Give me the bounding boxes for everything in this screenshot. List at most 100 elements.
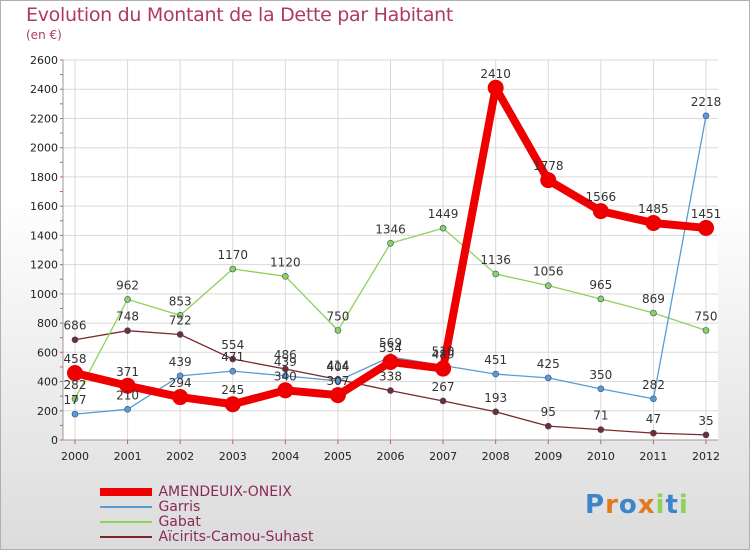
- data-point-gabat: [492, 270, 499, 278]
- data-label-gabat: 965: [589, 278, 612, 292]
- data-label-amendeuix: 1778: [533, 159, 564, 173]
- data-point-amendeuix: [329, 387, 346, 404]
- data-label-garris: 404: [326, 360, 349, 374]
- data-label-amendeuix: 458: [64, 352, 87, 366]
- x-tick-label: 2011: [639, 450, 667, 463]
- chart-title: Evolution du Montant de la Dette par Hab…: [26, 4, 454, 26]
- data-point-gabat: [439, 224, 447, 232]
- x-tick-label: 2008: [482, 450, 510, 463]
- data-label-garris: 439: [274, 355, 297, 369]
- data-point-aicirits: [597, 426, 605, 433]
- data-point-aicirits: [71, 336, 79, 344]
- chart-subtitle: (en €): [26, 28, 62, 42]
- data-label-aicirits: 686: [64, 319, 87, 333]
- x-tick-label: 2005: [324, 450, 352, 463]
- data-point-amendeuix: [382, 353, 399, 370]
- data-point-garris: [282, 372, 289, 380]
- proxiti-logo: Proxiti: [585, 490, 689, 520]
- data-point-garris: [124, 406, 131, 413]
- y-tick-label: 600: [37, 346, 58, 359]
- data-point-amendeuix: [698, 219, 714, 236]
- data-point-amendeuix: [645, 214, 662, 231]
- data-label-garris: 425: [537, 357, 560, 371]
- data-label-garris: 177: [64, 393, 87, 407]
- data-label-amendeuix: 245: [221, 383, 244, 397]
- data-label-aicirits: 554: [221, 338, 244, 352]
- y-tick-label: 2000: [30, 142, 58, 155]
- data-point-garris: [702, 112, 710, 120]
- data-point-amendeuix: [435, 360, 452, 377]
- y-tick-label: 2600: [30, 54, 58, 67]
- data-label-gabat: 1120: [270, 255, 301, 269]
- y-tick-label: 200: [37, 405, 58, 418]
- x-tick-label: 2004: [271, 450, 299, 463]
- data-point-amendeuix: [592, 203, 609, 220]
- data-point-gabat: [229, 265, 237, 273]
- legend-label-garris: Garris: [158, 499, 201, 515]
- data-label-aicirits: 47: [646, 412, 661, 426]
- x-tick-label: 2003: [219, 450, 247, 463]
- x-tick-label: 2002: [166, 450, 194, 463]
- data-label-gabat: 962: [116, 278, 139, 292]
- data-point-aicirits: [282, 365, 289, 373]
- data-point-gabat: [387, 239, 394, 247]
- data-point-garris: [544, 374, 552, 382]
- data-point-gabat: [702, 327, 710, 334]
- data-label-aicirits: 486: [274, 348, 297, 362]
- x-tick-label: 2006: [377, 450, 405, 463]
- data-label-garris: 210: [116, 388, 139, 402]
- data-point-amendeuix: [67, 365, 83, 382]
- y-tick-label: 0: [51, 434, 58, 447]
- data-label-garris: 510: [432, 344, 455, 358]
- data-label-garris: 282: [642, 378, 665, 392]
- legend-item-garris: Garris: [100, 499, 200, 515]
- data-label-amendeuix: 1451: [691, 207, 722, 221]
- legend-label-amendeuix: AMENDEUIX-ONEIX: [158, 484, 292, 500]
- data-label-amendeuix: 1566: [586, 190, 617, 204]
- data-point-gabat: [124, 296, 131, 303]
- data-point-gabat: [597, 295, 605, 303]
- y-tick-label: 1200: [30, 259, 58, 272]
- data-label-amendeuix: 294: [169, 376, 192, 390]
- y-tick-label: 800: [37, 317, 58, 330]
- data-label-gabat: 1346: [375, 222, 406, 236]
- data-label-gabat: 853: [169, 294, 192, 308]
- data-label-garris: 451: [484, 353, 507, 367]
- y-tick-label: 1600: [30, 200, 58, 213]
- x-tick-label: 2012: [692, 450, 720, 463]
- data-point-aicirits: [124, 327, 131, 334]
- data-point-aicirits: [702, 431, 710, 439]
- data-label-aicirits: 95: [541, 405, 556, 419]
- data-label-aicirits: 414: [326, 358, 349, 372]
- data-point-amendeuix: [172, 389, 189, 406]
- data-point-aicirits: [492, 408, 499, 416]
- y-tick-label: 1800: [30, 171, 58, 184]
- data-point-aicirits: [650, 429, 657, 437]
- data-point-amendeuix: [119, 377, 136, 394]
- data-point-garris: [650, 395, 657, 403]
- data-point-garris: [334, 377, 342, 385]
- x-tick-label: 2010: [587, 450, 615, 463]
- y-tick-label: 2400: [30, 83, 58, 96]
- data-label-amendeuix: 534: [379, 341, 402, 355]
- data-label-gabat: 1136: [480, 253, 511, 267]
- data-label-amendeuix: 2410: [480, 67, 511, 81]
- legend-label-aicirits: Aïcirits-Camou-Suhast: [158, 529, 314, 545]
- legend-item-gabat: Gabat: [100, 514, 201, 530]
- data-point-amendeuix: [277, 382, 294, 399]
- data-point-gabat: [176, 312, 184, 319]
- data-point-gabat: [650, 309, 657, 317]
- y-tick-label: 1000: [30, 288, 58, 301]
- y-tick-label: 2200: [30, 112, 58, 125]
- data-label-aicirits: 748: [116, 310, 139, 324]
- y-tick-label: 400: [37, 376, 58, 389]
- legend-item-amendeuix: AMENDEUIX-ONEIX: [100, 484, 292, 500]
- data-point-amendeuix: [487, 79, 504, 96]
- data-point-gabat: [544, 282, 552, 289]
- data-label-garris: 439: [169, 355, 192, 369]
- data-label-garris: 569: [379, 336, 402, 350]
- legend-item-aicirits: Aïcirits-Camou-Suhast: [100, 529, 313, 545]
- data-point-gabat: [71, 395, 79, 403]
- data-point-aicirits: [439, 397, 447, 405]
